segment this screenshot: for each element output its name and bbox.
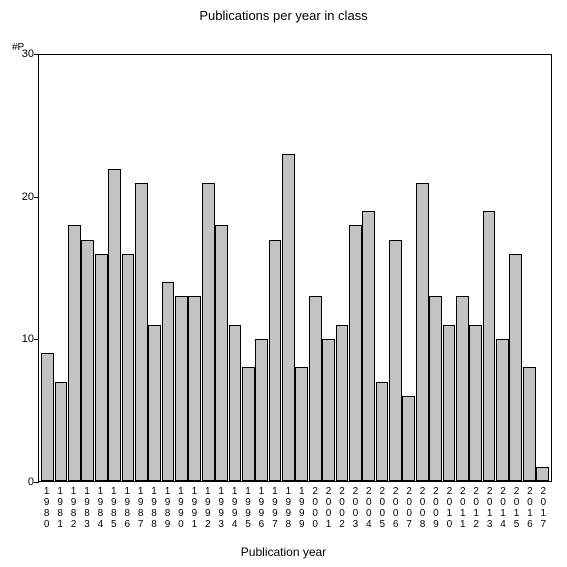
x-tick-label: 1992 — [201, 484, 214, 532]
bar — [309, 296, 322, 481]
x-tick-label: 1984 — [94, 484, 107, 532]
x-tick-label: 2003 — [349, 484, 362, 532]
bar — [322, 339, 335, 481]
bar — [148, 325, 161, 481]
x-tick-label: 1981 — [53, 484, 66, 532]
x-tick-label: 1986 — [121, 484, 134, 532]
x-tick-label: 1980 — [40, 484, 53, 532]
x-tick-label: 2000 — [308, 484, 321, 532]
bars-group — [39, 55, 551, 481]
x-tick-label: 2001 — [322, 484, 335, 532]
x-tick-label: 2010 — [443, 484, 456, 532]
bar — [469, 325, 482, 481]
x-tick-label: 2016 — [523, 484, 536, 532]
x-tick-label: 1989 — [161, 484, 174, 532]
x-tick-label: 2007 — [402, 484, 415, 532]
x-tick-label: 2008 — [416, 484, 429, 532]
bar — [389, 240, 402, 481]
bar — [95, 254, 108, 481]
bar — [122, 254, 135, 481]
bar — [188, 296, 201, 481]
bar — [242, 367, 255, 481]
x-tick-label: 2012 — [470, 484, 483, 532]
x-tick-label: 2015 — [510, 484, 523, 532]
x-axis-ticks: 1980198119821983198419851986198719881989… — [38, 484, 552, 532]
y-tick-label: 0 — [28, 476, 34, 488]
bar — [483, 211, 496, 481]
chart-title: Publications per year in class — [0, 8, 567, 23]
x-tick-label: 2002 — [335, 484, 348, 532]
x-tick-label: 2005 — [376, 484, 389, 532]
x-tick-label: 2009 — [429, 484, 442, 532]
x-tick-label: 1997 — [268, 484, 281, 532]
x-tick-label: 1996 — [255, 484, 268, 532]
chart-container: Publications per year in class #P 010203… — [0, 0, 567, 567]
x-tick-label: 2013 — [483, 484, 496, 532]
x-tick-label: 1995 — [241, 484, 254, 532]
bar — [55, 382, 68, 481]
x-tick-label: 1991 — [188, 484, 201, 532]
plot-area — [38, 54, 552, 482]
bar — [402, 396, 415, 481]
x-tick-label: 1988 — [147, 484, 160, 532]
x-tick-label: 1993 — [214, 484, 227, 532]
bar — [496, 339, 509, 481]
bar — [523, 367, 536, 481]
x-tick-label: 1999 — [295, 484, 308, 532]
y-tick-label: 20 — [22, 191, 34, 203]
x-tick-label: 1983 — [80, 484, 93, 532]
x-tick-label: 1990 — [174, 484, 187, 532]
x-tick-label: 2017 — [537, 484, 550, 532]
bar — [376, 382, 389, 481]
x-tick-label: 1982 — [67, 484, 80, 532]
x-tick-label: 1994 — [228, 484, 241, 532]
bar — [416, 183, 429, 481]
bar — [41, 353, 54, 481]
bar — [215, 225, 228, 481]
bar — [135, 183, 148, 481]
x-tick-label: 1987 — [134, 484, 147, 532]
bar — [162, 282, 175, 481]
bar — [255, 339, 268, 481]
bar — [202, 183, 215, 481]
bar — [108, 169, 121, 481]
bar — [443, 325, 456, 481]
bar — [282, 154, 295, 481]
bar — [536, 467, 549, 481]
bar — [269, 240, 282, 481]
bar — [349, 225, 362, 481]
bar — [429, 296, 442, 481]
x-tick-label: 2004 — [362, 484, 375, 532]
bar — [229, 325, 242, 481]
x-tick-label: 2014 — [496, 484, 509, 532]
x-tick-label: 2006 — [389, 484, 402, 532]
y-tick-label: 10 — [22, 333, 34, 345]
y-tick-label: 30 — [22, 48, 34, 60]
y-axis-ticks: 0102030 — [0, 54, 36, 482]
x-tick-label: 1998 — [282, 484, 295, 532]
bar — [175, 296, 188, 481]
x-tick-label: 1985 — [107, 484, 120, 532]
bar — [336, 325, 349, 481]
bar — [81, 240, 94, 481]
bar — [362, 211, 375, 481]
bar — [509, 254, 522, 481]
bar — [68, 225, 81, 481]
x-axis-label: Publication year — [0, 545, 567, 559]
bar — [295, 367, 308, 481]
x-tick-label: 2011 — [456, 484, 469, 532]
bar — [456, 296, 469, 481]
